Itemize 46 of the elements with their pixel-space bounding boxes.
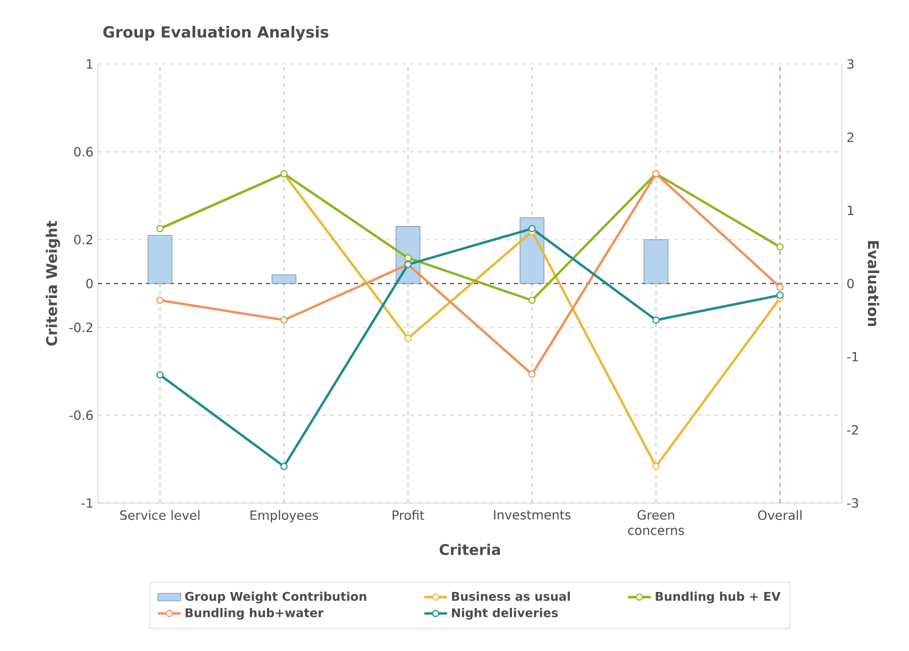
point	[404, 334, 412, 342]
point	[404, 254, 412, 262]
legend-label: Bundling hub + EV	[656, 592, 781, 604]
legend-label: Business as usual	[452, 592, 570, 601]
point	[528, 296, 536, 304]
legend-label: Bundling hub+water	[186, 608, 324, 620]
point	[776, 243, 784, 251]
x-tick-label: Investments	[494, 510, 571, 520]
point	[776, 284, 784, 291]
y2-tick-label: -1	[847, 352, 858, 362]
y2-tick-label: 2	[847, 132, 854, 142]
point	[528, 225, 536, 232]
y-tick-label: 0.6	[74, 147, 93, 157]
y-axis-title: Criteria Weight	[46, 220, 60, 346]
chart-title: Group Evaluation Analysis	[103, 26, 328, 41]
bar	[148, 234, 172, 284]
y2-tick-label: -3	[847, 498, 858, 508]
y2-tick-label: 1	[848, 206, 854, 215]
y-tick-label: -0.6	[69, 410, 93, 420]
y-tick-label: -1	[82, 498, 92, 508]
y-tick-label: 1	[86, 59, 92, 69]
x-tick-label: Profit	[392, 510, 424, 520]
x-tick-label: Green concerns	[628, 510, 684, 536]
y2-tick-label: 3	[847, 59, 854, 69]
x-tick-label: Employees	[250, 510, 318, 522]
bar	[644, 239, 668, 284]
point	[776, 292, 784, 299]
y-tick-label: -0.2	[69, 322, 92, 332]
legend-label: Group Weight Contribution	[185, 592, 366, 604]
y-tick-label: 0.2	[74, 234, 92, 244]
y2-axis-title: Evaluation	[868, 241, 880, 326]
point	[528, 370, 536, 378]
point	[280, 316, 288, 324]
x-tick-label: Service level	[120, 510, 200, 520]
bar	[272, 274, 296, 284]
y2-tick-label: 0	[847, 278, 854, 288]
x-axis-title: Criteria	[440, 544, 500, 556]
point	[156, 371, 164, 379]
point	[280, 462, 288, 470]
y2-tick-label: -2	[847, 425, 858, 435]
point	[652, 316, 660, 324]
y-tick-label: 0	[86, 278, 93, 288]
x-tick-label: Overall	[758, 510, 802, 520]
point	[652, 462, 660, 470]
point	[156, 296, 164, 304]
legend-label: Night deliveries	[452, 608, 558, 620]
